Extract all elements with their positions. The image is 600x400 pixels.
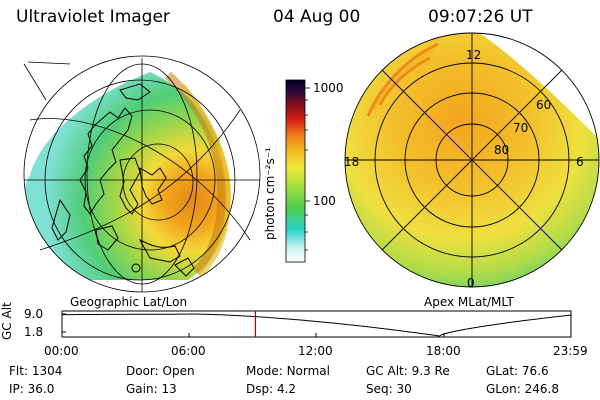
info-gain: Gain: 13 [126,382,177,396]
info-dsp-key: Dsp: [246,382,274,396]
info-dsp-value: 4.2 [276,382,297,396]
coastlines [51,83,195,277]
info-ip-value: 36.0 [27,382,55,396]
info-gcalt-value: 9.3 Re [411,364,450,378]
info-glat-key: GLat: [486,364,519,378]
info-mode-key: Mode: [246,364,283,378]
info-gain-key: Gain: [126,382,158,396]
mlt-label-6: 6 [576,155,584,169]
date-label: 04 Aug 00 [273,7,361,27]
mlt-label-12: 12 [466,48,482,62]
altitude-plot-frame [61,310,572,338]
info-mode: Mode: Normal [246,364,330,378]
info-door-key: Door: [126,364,159,378]
info-mode-value: Normal [286,364,330,378]
colorbar [285,79,306,263]
mlat-label-80: 80 [494,143,510,157]
info-seq-value: 30 [396,382,412,396]
info-glat-value: 76.6 [521,364,549,378]
polar-grid [344,32,600,288]
colorbar-tick-100: 100 [313,194,336,208]
geographic-image [24,71,231,280]
info-door-value: Open [162,364,195,378]
info-glon: GLon: 246.8 [486,382,559,396]
colorbar-ticks [305,87,310,251]
xtick-0600: 06:00 [171,344,206,358]
altitude-ylabel: GC Alt [0,302,14,340]
colorbar-tick-1000: 1000 [313,81,344,95]
orbit-altitude-line [62,313,572,337]
info-ip: IP: 36.0 [9,382,54,396]
info-glat: GLat: 76.6 [486,364,549,378]
instrument-title: Ultraviolet Imager [16,7,170,27]
xtick-1800: 18:00 [426,344,461,358]
altitude-ytick-9: 9.0 [24,307,44,321]
xtick-1200: 12:00 [298,344,333,358]
altitude-ytick-1-8: 1.8 [24,325,44,339]
info-glon-key: GLon: [486,382,521,396]
info-door: Door: Open [126,364,195,378]
info-flt-value: 1304 [31,364,63,378]
info-glon-value: 246.8 [524,382,559,396]
info-dsp: Dsp: 4.2 [246,382,296,396]
mlat-label-70: 70 [513,121,529,135]
info-ip-key: IP: [9,382,24,396]
mlt-label-0: 0 [467,276,475,290]
mlat-label-60: 60 [536,98,552,112]
time-label: 09:07:26 UT [428,7,533,27]
xtick-2359: 23:59 [553,344,588,358]
info-gain-value: 13 [161,382,177,396]
info-seq-key: Seq: [366,382,393,396]
info-seq: Seq: 30 [366,382,412,396]
mlt-label-18: 18 [344,155,360,169]
altitude-xticks [61,313,572,337]
info-gcalt: GC Alt: 9.3 Re [366,364,450,378]
info-flt-key: Flt: [9,364,28,378]
colorbar-unit-label: photon cm⁻²s⁻¹ [263,147,277,240]
geographic-caption: Geographic Lat/Lon [70,295,188,309]
xtick-0000: 00:00 [44,344,79,358]
info-gcalt-key: GC Alt: [366,364,408,378]
apex-caption: Apex MLat/MLT [424,295,514,309]
info-flt: Flt: 1304 [9,364,62,378]
